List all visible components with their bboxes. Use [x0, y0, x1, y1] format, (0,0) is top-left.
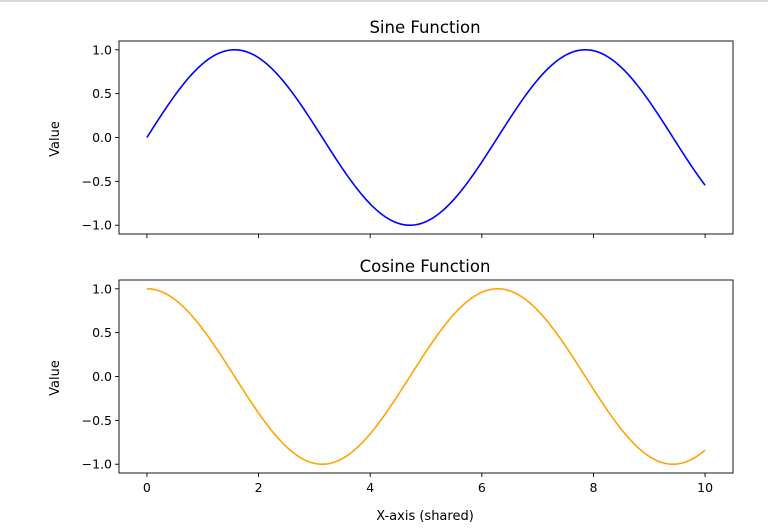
y-tick-label: 1.0 [92, 281, 112, 296]
plot-frame [118, 40, 734, 235]
chart-title: Sine Function [369, 18, 480, 37]
y-tick-label: 1.0 [92, 42, 112, 57]
plot-frame [118, 279, 734, 474]
y-tick-label: −0.5 [82, 174, 112, 189]
y-tick-label: −1.0 [82, 218, 112, 233]
y-tick-labels: −1.0 −0.5 0.0 0.5 1.0 [82, 42, 112, 232]
x-tick-label: 4 [366, 480, 374, 495]
y-tick-label: −1.0 [82, 457, 112, 472]
y-axis-label: Value [48, 360, 63, 396]
subplot-cosine: Cosine Function Value X-axis (shared) −1… [48, 257, 734, 524]
y-tick-label: 0.0 [92, 130, 112, 145]
x-tick-label: 10 [697, 480, 713, 495]
tick-marks [115, 49, 706, 238]
subplot-sine: Sine Function Value −1.0 −0.5 0.0 0.5 1.0 [48, 18, 734, 238]
x-tick-label: 6 [478, 480, 486, 495]
y-tick-label: 0.5 [92, 86, 112, 101]
x-axis-label: X-axis (shared) [376, 509, 474, 524]
y-tick-label: −0.5 [82, 413, 112, 428]
y-tick-label: 0.5 [92, 325, 112, 340]
y-tick-labels: −1.0 −0.5 0.0 0.5 1.0 [82, 281, 112, 471]
y-axis-label: Value [48, 121, 63, 157]
y-tick-label: 0.0 [92, 369, 112, 384]
sine-series-line [146, 48, 706, 227]
tick-marks [115, 288, 706, 477]
window-top-border [0, 0, 768, 2]
x-tick-label: 0 [143, 480, 151, 495]
x-tick-labels: 0 2 4 6 8 10 [143, 480, 713, 495]
x-tick-label: 2 [255, 480, 263, 495]
chart-title: Cosine Function [360, 257, 491, 276]
x-tick-label: 8 [589, 480, 597, 495]
cosine-series-line [146, 287, 706, 466]
